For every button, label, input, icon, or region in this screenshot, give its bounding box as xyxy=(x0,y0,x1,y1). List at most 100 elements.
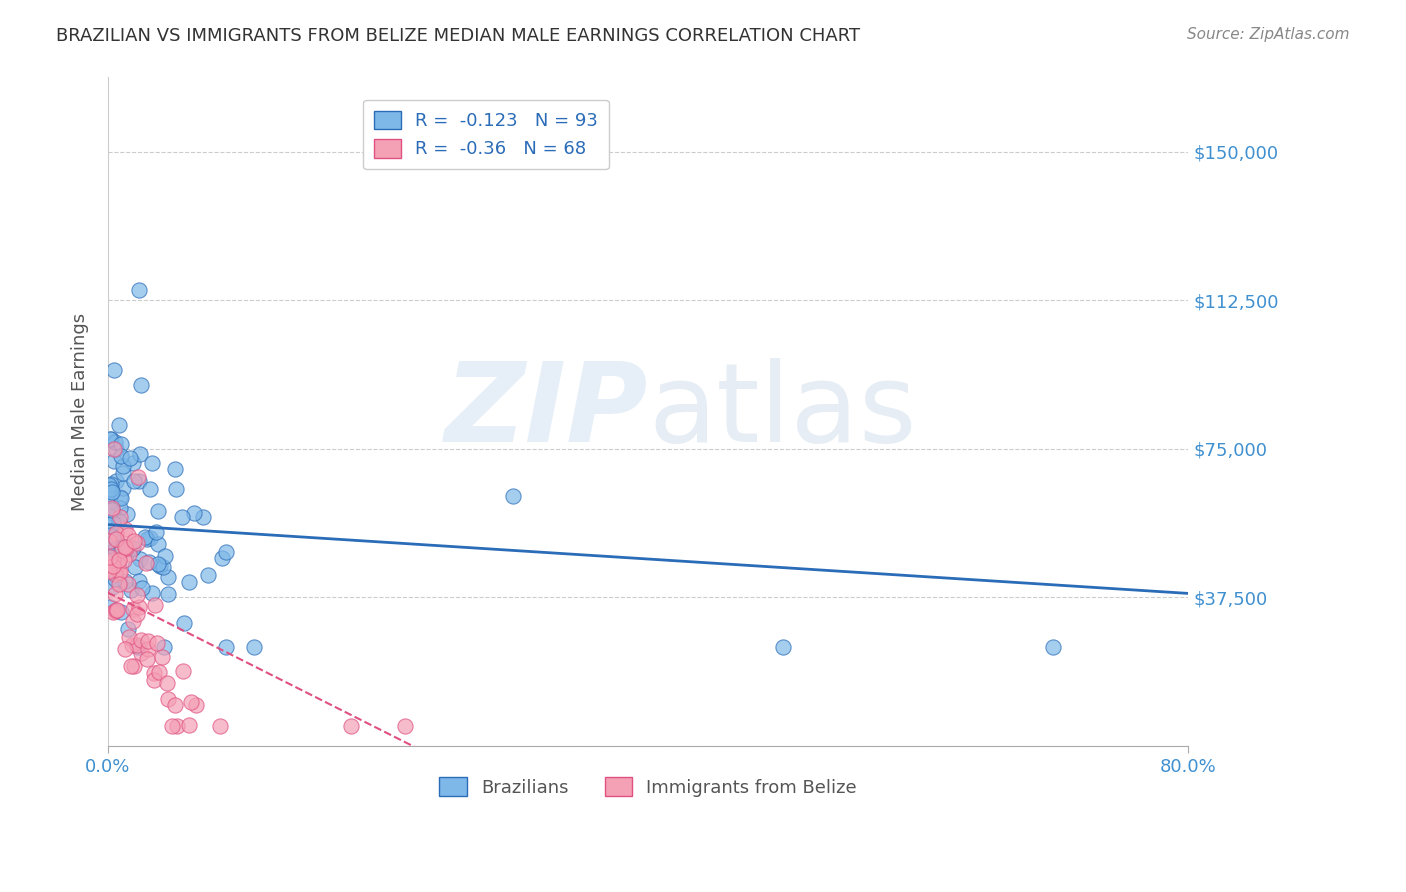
Point xyxy=(103,454,125,468)
Text: ZIP: ZIP xyxy=(444,359,648,466)
Point xyxy=(139,483,162,497)
Point xyxy=(125,607,148,622)
Point xyxy=(104,542,127,557)
Point xyxy=(98,494,121,508)
Point xyxy=(118,547,141,561)
Point xyxy=(152,640,174,654)
Point xyxy=(157,587,180,601)
Point xyxy=(117,528,139,542)
Point xyxy=(125,639,148,653)
Point xyxy=(114,553,136,567)
Point xyxy=(110,491,132,506)
Point xyxy=(131,646,153,660)
Point xyxy=(110,490,132,504)
Point xyxy=(111,458,134,473)
Point xyxy=(146,635,169,649)
Point xyxy=(124,560,146,574)
Point xyxy=(184,698,207,712)
Point xyxy=(215,640,238,654)
Point xyxy=(103,362,125,376)
Point xyxy=(105,526,128,541)
Point xyxy=(111,466,134,480)
Point xyxy=(180,695,202,709)
Point xyxy=(127,535,149,549)
Point xyxy=(105,603,128,617)
Point xyxy=(122,602,145,616)
Point xyxy=(150,650,173,665)
Point xyxy=(114,522,136,536)
Point xyxy=(98,488,121,502)
Point xyxy=(215,545,238,559)
Point xyxy=(156,692,179,706)
Point xyxy=(114,641,136,656)
Point xyxy=(101,605,124,619)
Point xyxy=(120,658,142,673)
Point xyxy=(160,719,183,733)
Point xyxy=(107,558,129,572)
Point xyxy=(110,437,132,451)
Point xyxy=(103,553,125,567)
Point xyxy=(98,508,121,523)
Point xyxy=(107,558,129,573)
Point xyxy=(98,564,121,578)
Point xyxy=(172,664,194,678)
Point xyxy=(101,516,124,530)
Point xyxy=(394,719,416,733)
Point xyxy=(100,550,122,565)
Point xyxy=(108,500,131,515)
Point xyxy=(127,588,149,602)
Point xyxy=(183,506,205,520)
Point xyxy=(129,377,152,392)
Text: BRAZILIAN VS IMMIGRANTS FROM BELIZE MEDIAN MALE EARNINGS CORRELATION CHART: BRAZILIAN VS IMMIGRANTS FROM BELIZE MEDI… xyxy=(56,27,860,45)
Point xyxy=(98,533,121,548)
Point xyxy=(124,474,146,488)
Point xyxy=(101,503,124,517)
Point xyxy=(101,580,124,594)
Point xyxy=(103,604,125,618)
Point xyxy=(108,538,131,552)
Point xyxy=(191,509,214,524)
Point xyxy=(100,483,122,497)
Point xyxy=(115,508,138,522)
Point xyxy=(117,539,139,553)
Point xyxy=(153,549,176,563)
Point xyxy=(107,515,129,529)
Point xyxy=(98,547,121,561)
Point xyxy=(100,563,122,577)
Point xyxy=(104,542,127,557)
Point xyxy=(105,474,128,488)
Point xyxy=(136,641,159,656)
Point xyxy=(110,450,132,464)
Point xyxy=(135,533,157,547)
Point xyxy=(100,559,122,574)
Point xyxy=(103,442,125,456)
Point xyxy=(122,533,145,548)
Point xyxy=(104,567,127,582)
Point xyxy=(108,510,131,524)
Point xyxy=(100,433,122,447)
Point xyxy=(129,447,152,461)
Point xyxy=(166,719,188,733)
Point xyxy=(110,540,132,554)
Point xyxy=(101,506,124,520)
Point xyxy=(100,477,122,491)
Point xyxy=(110,606,132,620)
Point xyxy=(104,442,127,456)
Point xyxy=(114,541,136,555)
Point xyxy=(128,551,150,566)
Point xyxy=(108,577,131,591)
Point xyxy=(138,633,160,648)
Point xyxy=(156,676,179,690)
Point xyxy=(101,484,124,499)
Point xyxy=(104,572,127,586)
Point xyxy=(110,575,132,590)
Point xyxy=(117,630,139,644)
Point xyxy=(134,530,156,544)
Point xyxy=(108,565,131,579)
Point xyxy=(108,566,131,580)
Point xyxy=(156,569,179,583)
Point xyxy=(105,532,128,546)
Point xyxy=(135,651,157,665)
Point xyxy=(152,559,174,574)
Point xyxy=(98,527,121,541)
